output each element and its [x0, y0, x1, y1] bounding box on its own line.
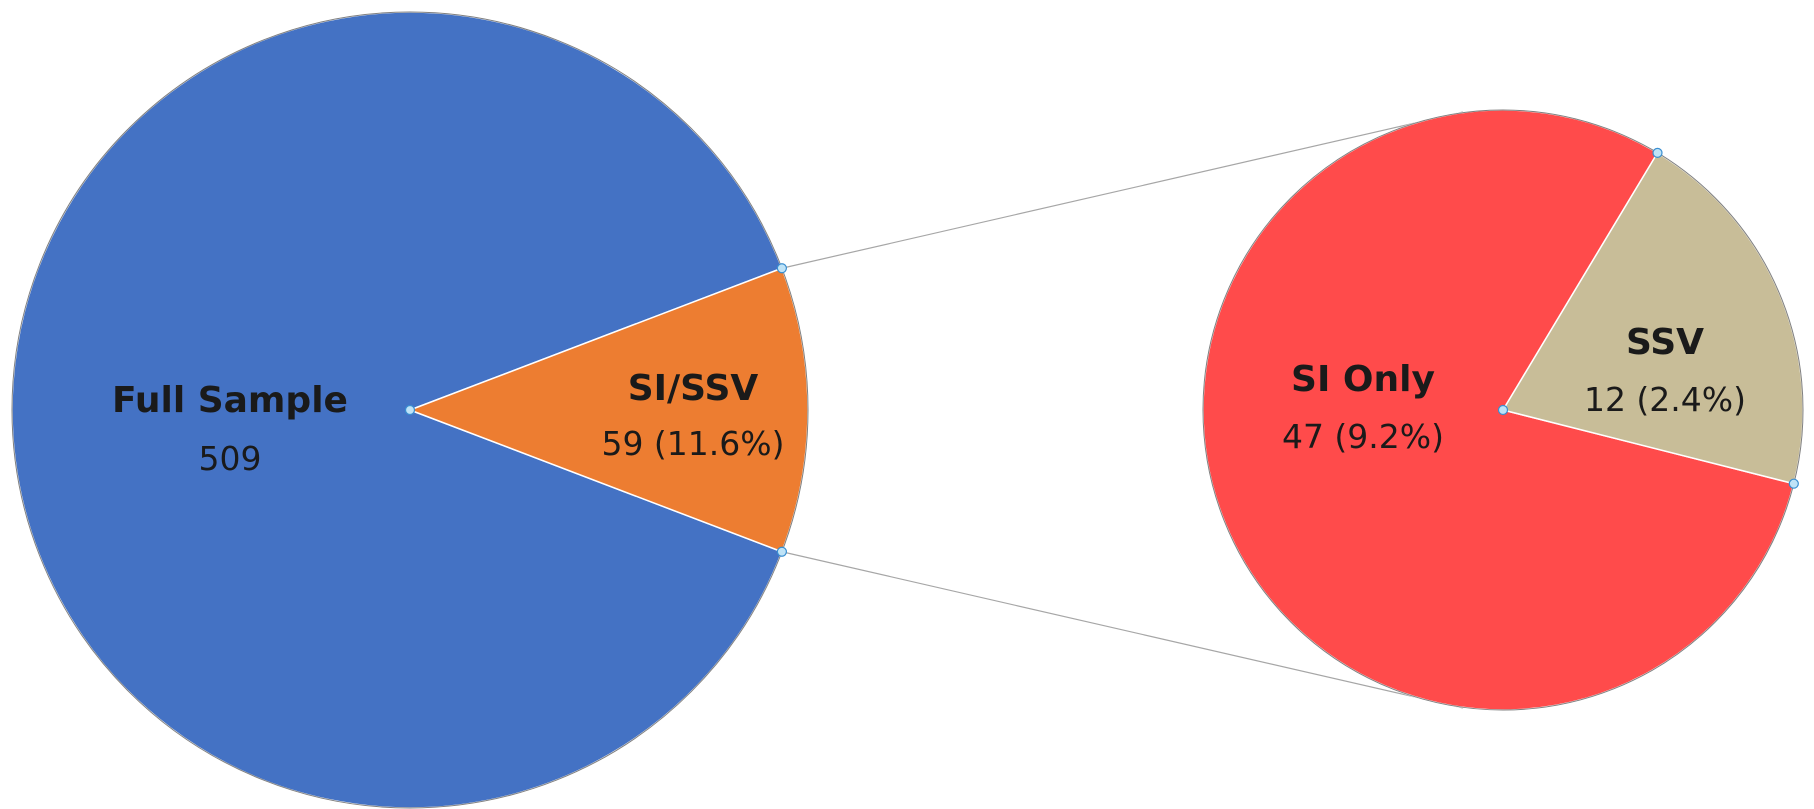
slice-label-ssv-name: SSV [1626, 322, 1704, 363]
slice-label-si-ssv-value: 59 (11.6%) [601, 424, 784, 463]
selection-handle-3 [776, 546, 788, 557]
slice-label-full-sample-name: Full Sample [112, 380, 348, 421]
connector-line-top [781, 111, 1464, 269]
connector-lines [781, 111, 1464, 709]
sub-pie-outline [1202, 109, 1804, 711]
main-pie-outline [11, 11, 809, 809]
slice-label-ssv-value: 12 (2.4%) [1584, 380, 1746, 419]
selection-handle-1 [404, 404, 416, 416]
connector-line-bottom [781, 551, 1464, 709]
selection-handle-4 [1497, 404, 1509, 416]
slice-label-si-only-name: SI Only [1291, 359, 1435, 400]
slice-label-si-ssv-name: SI/SSV [628, 368, 759, 409]
slice-label-si-only-value: 47 (9.2%) [1282, 417, 1444, 456]
selection-handle-6 [1788, 478, 1799, 489]
slice-label-full-sample-value: 509 [199, 439, 262, 478]
selection-handle-2 [776, 263, 788, 274]
selection-handle-5 [1652, 147, 1663, 158]
selection-handles [404, 147, 1799, 557]
